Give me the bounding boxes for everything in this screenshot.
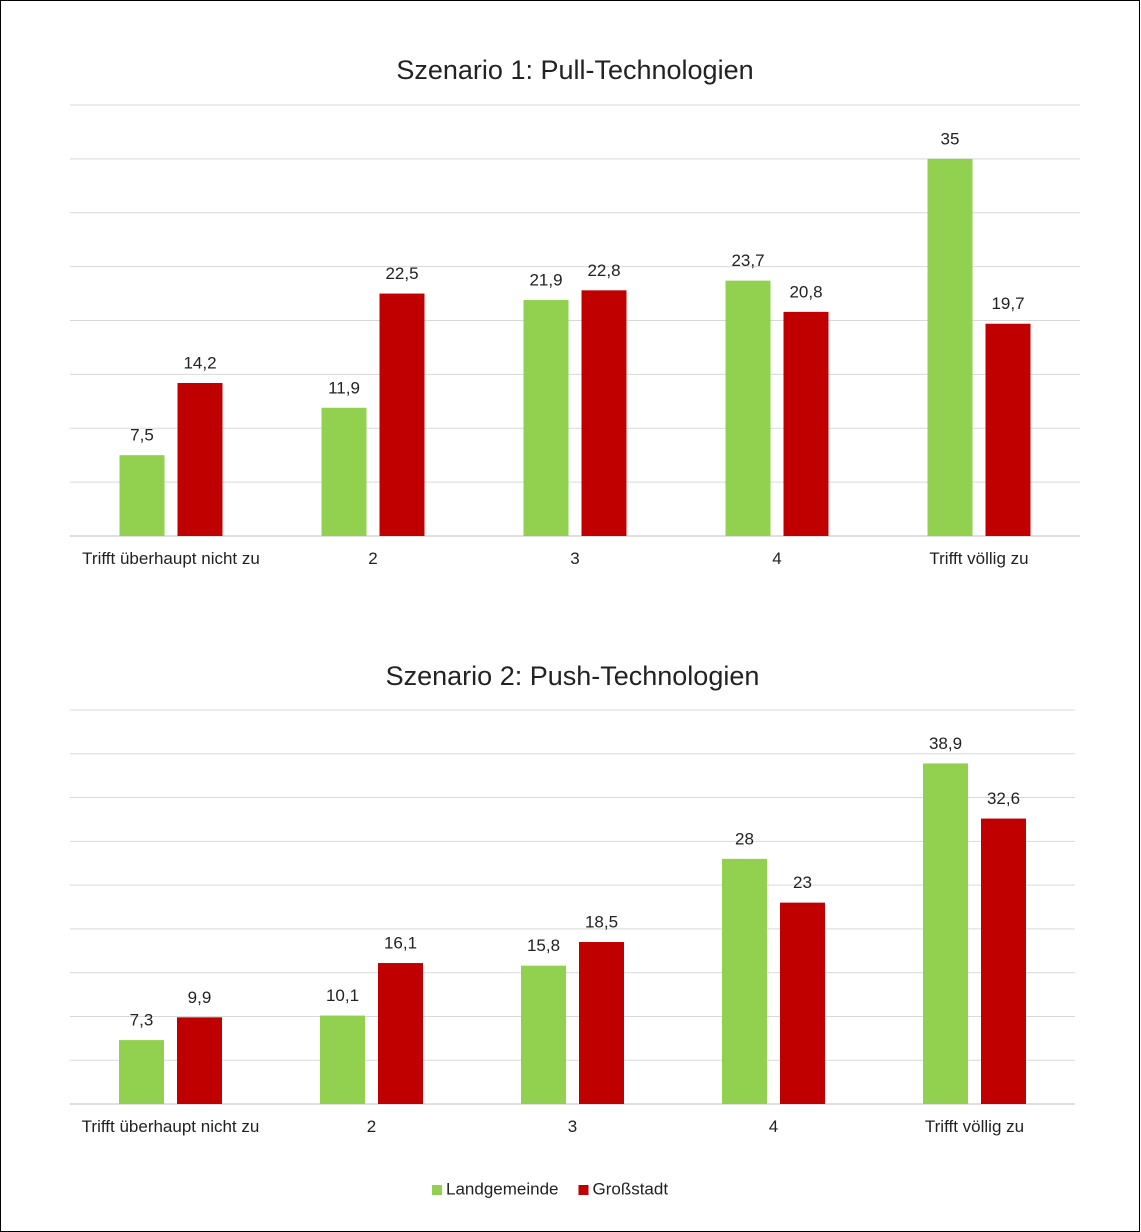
x-tick-label-box: 4 — [772, 549, 782, 568]
x-tick-label: 4 — [768, 1117, 779, 1136]
x-tick-label-box: Trifft überhaupt nicht zu — [81, 1117, 260, 1136]
bar — [321, 407, 367, 536]
x-tick-label-box: 4 — [768, 1117, 779, 1136]
bar — [119, 1040, 164, 1104]
bar — [923, 763, 968, 1104]
x-tick-label: 2 — [368, 549, 378, 568]
legend-swatch — [578, 1185, 589, 1195]
bar — [177, 382, 223, 536]
x-tick-label-box: Trifft völlig zu — [924, 1117, 1025, 1136]
bar — [981, 818, 1026, 1104]
bar — [927, 158, 973, 536]
bar — [523, 300, 569, 536]
x-tick-label: Trifft überhaupt nicht zu — [82, 549, 260, 568]
legend-label: Landgemeinde — [446, 1179, 558, 1198]
data-label: 32,6 — [987, 789, 1020, 808]
bar — [780, 902, 825, 1104]
x-tick-label-box: 2 — [366, 1117, 377, 1136]
data-label: 15,8 — [527, 936, 560, 955]
data-label: 23 — [793, 873, 812, 892]
data-label: 22,5 — [385, 264, 418, 283]
x-tick-label-box: 3 — [570, 549, 580, 568]
legend-label: Großstadt — [592, 1179, 668, 1198]
data-label: 14,2 — [183, 353, 216, 372]
bar — [579, 942, 624, 1104]
data-label: 28 — [735, 829, 754, 848]
x-tick-label: 4 — [772, 549, 782, 568]
bar — [521, 965, 566, 1104]
data-label: 22,8 — [587, 261, 620, 280]
bar — [378, 963, 423, 1104]
data-label: 16,1 — [384, 934, 417, 953]
x-tick-label: Trifft völlig zu — [929, 549, 1029, 568]
x-tick-label-box: Trifft überhaupt nicht zu — [82, 549, 260, 568]
bar — [119, 455, 165, 536]
data-label: 21,9 — [529, 271, 562, 290]
data-label: 11,9 — [328, 378, 360, 397]
data-label: 38,9 — [929, 734, 962, 753]
x-tick-label: Trifft überhaupt nicht zu — [81, 1117, 260, 1136]
data-label: 7,3 — [130, 1011, 154, 1030]
bar — [581, 290, 627, 536]
x-tick-label-box: 2 — [368, 549, 378, 568]
x-tick-label-box: Trifft völlig zu — [929, 549, 1029, 568]
data-label: 35 — [941, 129, 960, 148]
data-label: 10,1 — [326, 986, 359, 1005]
data-label: 9,9 — [188, 988, 212, 1007]
chart-title: Szenario 1: Pull-Technologien — [396, 55, 753, 85]
bar — [725, 280, 771, 536]
bar — [722, 858, 767, 1104]
x-tick-label-box: 3 — [567, 1117, 578, 1136]
data-label: 18,5 — [585, 913, 618, 932]
bar — [320, 1015, 365, 1104]
x-tick-label: 3 — [570, 549, 580, 568]
data-label: 20,8 — [789, 282, 822, 301]
bar — [379, 293, 425, 536]
bar — [177, 1017, 222, 1104]
x-tick-label: 3 — [567, 1117, 578, 1136]
x-tick-label: 2 — [366, 1117, 377, 1136]
bar — [783, 311, 829, 536]
chart-title: Szenario 2: Push-Technologien — [386, 661, 760, 691]
legend-swatch — [432, 1185, 442, 1195]
data-label: 23,7 — [731, 251, 764, 270]
data-label: 7,5 — [130, 426, 154, 445]
x-tick-label: Trifft völlig zu — [924, 1117, 1025, 1136]
data-label: 19,7 — [991, 294, 1024, 313]
bar — [985, 323, 1031, 536]
